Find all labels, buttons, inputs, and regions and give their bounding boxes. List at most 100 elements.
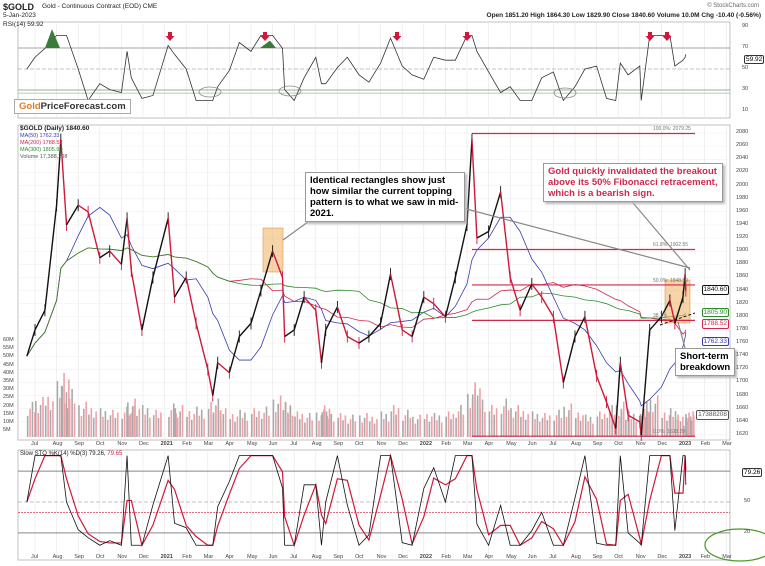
x-tick-label: Aug [311, 554, 322, 560]
volume-bar [149, 417, 151, 437]
volume-bar [155, 409, 157, 437]
volume-bar [347, 423, 349, 437]
volume-bar [363, 417, 366, 437]
fib-label: 100.0%: 2079.25 [653, 126, 691, 133]
volume-bar [520, 416, 522, 437]
volume-bar [339, 413, 342, 437]
volume-bar [146, 408, 149, 437]
red-arrow-icon [645, 32, 655, 41]
x-tick-label: May [506, 441, 517, 447]
price-segment [320, 329, 327, 363]
volume-bar [368, 421, 371, 437]
x-tick-label: Sep [592, 441, 603, 447]
volume-bar [647, 411, 649, 437]
volume-bar [407, 409, 409, 437]
volume-bar [234, 421, 236, 437]
volume-bar [488, 411, 491, 437]
y-tick-label: 1760 [736, 339, 749, 346]
x-tick-label: Aug [571, 441, 581, 447]
legend-volume: Volume 17,388,208 [20, 154, 68, 160]
volume-bar [60, 385, 63, 437]
price-segment [260, 250, 274, 291]
volume-bar [47, 396, 49, 437]
main-title: $GOLD (Daily) 1840.60 [20, 125, 90, 132]
volume-bar [301, 413, 303, 437]
volume-bar [582, 415, 584, 437]
y-tick-label: 2080 [736, 129, 749, 135]
volume-bar [539, 421, 541, 437]
price-segment [499, 192, 511, 278]
pointer-line [677, 321, 686, 349]
volume-bar [592, 423, 594, 437]
y-tick-label: 1780 [736, 325, 749, 332]
volume-bar [354, 421, 357, 437]
volume-bar [152, 415, 155, 437]
x-tick-label: Oct [95, 441, 105, 447]
volume-bar [284, 401, 287, 437]
volume-bar [342, 420, 344, 437]
price-segment [303, 296, 317, 311]
volume-bar [275, 412, 277, 437]
ma50-line [26, 206, 687, 407]
price-segment [195, 323, 209, 370]
volume-bar [191, 419, 193, 437]
x-tick-label: Dec [398, 554, 408, 560]
volume-bar [674, 419, 677, 437]
volume-bar [220, 419, 222, 437]
volume-bar [129, 413, 132, 437]
price-segment [185, 277, 197, 324]
x-tick-label: Sep [333, 554, 344, 560]
volume-bar [35, 401, 37, 437]
volume-bar [127, 402, 129, 437]
volume-bar [186, 416, 188, 437]
logo-rest: PriceForecast.com [40, 101, 126, 112]
volume-bar [172, 403, 175, 437]
x-tick-label: Jun [527, 554, 537, 560]
red-arrow-icon [662, 32, 672, 41]
x-tick-label: Feb [182, 441, 192, 447]
volume-bar [649, 399, 652, 437]
stoch-k: Slow STO %K(14) %D(3) 79.26, [20, 451, 106, 457]
volume-bar [635, 421, 637, 437]
volume-bar [37, 413, 39, 437]
volume-bar [683, 425, 685, 437]
price-segment [605, 401, 617, 429]
rsi-tick-label: 10 [742, 107, 749, 113]
x-tick-label: Feb [441, 441, 451, 447]
price-segment [368, 322, 382, 337]
volume-bar [431, 416, 433, 437]
volume-bar [402, 420, 404, 437]
price-segment [584, 316, 598, 377]
volume-bar [44, 405, 47, 437]
volume-bar [287, 412, 289, 437]
price-segment [87, 211, 101, 258]
x-tick-label: Jul [549, 554, 557, 560]
volume-bar [222, 413, 225, 437]
x-tick-label: Sep [74, 441, 84, 447]
volume-bar [68, 398, 71, 437]
x-tick-label: Dec [398, 441, 408, 447]
volume-bar [666, 420, 668, 437]
volume-bar [296, 411, 299, 437]
volume-bar [279, 395, 282, 437]
volume-bar [52, 401, 54, 437]
price-segment [325, 306, 339, 331]
volume-bar [426, 413, 428, 437]
volume-bar [618, 415, 620, 437]
volume-bar [622, 411, 625, 437]
rsi-tick-label: 30 [742, 86, 749, 92]
rsi-tick-label: 50 [742, 65, 749, 71]
volume-bar [236, 416, 239, 437]
volume-bar [654, 403, 657, 437]
volume-bar [207, 408, 210, 437]
x-tick-label: Dec [657, 554, 668, 560]
x-tick-label: Feb [700, 554, 711, 560]
volume-bar [337, 417, 339, 437]
volume-bar [663, 412, 666, 437]
volume-bar [611, 405, 613, 437]
price-segment [250, 290, 262, 324]
volume-bar [107, 419, 109, 437]
volume-bar [387, 421, 390, 437]
price-badge: 1788.52 [701, 319, 729, 329]
volume-bar [65, 392, 68, 437]
